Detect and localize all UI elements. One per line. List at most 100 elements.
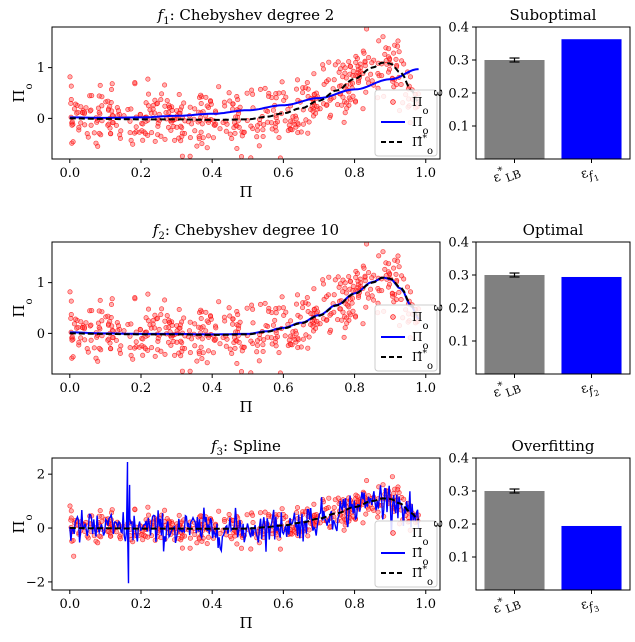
scatter-point [198,315,204,321]
plot-area [67,461,421,584]
scatter-point [152,97,158,103]
scatter-point [379,73,385,79]
scatter-point [198,129,204,135]
scatter-point [369,293,375,299]
scatter-point [340,74,346,80]
scatter-point [227,131,233,137]
scatter-point [234,146,240,152]
scatter-point [78,319,84,325]
scatter-point [368,71,374,77]
scatter-point [199,141,205,147]
scatter-point [383,58,389,64]
scatter-point [260,342,266,348]
scatter-point [84,131,90,137]
scatter-point [347,71,353,77]
scatter-point [335,495,341,501]
scatter-point [127,345,133,351]
scatter-point [353,53,359,59]
scatter-point [145,504,151,510]
scatter-point [149,130,155,136]
scatter-point [108,533,114,539]
scatter-point [127,130,133,136]
scatter-point [213,323,219,329]
scatter-point [71,106,77,112]
scatter-point [204,360,210,366]
scatter-point [155,338,161,344]
scatter-point [232,130,238,136]
scatter-point [283,309,289,315]
scatter-point [288,118,294,124]
scatter-point [304,80,310,86]
scatter-point [277,546,283,552]
scatter-point [274,334,280,340]
scatter-point [95,540,101,546]
scatter-point [208,101,214,107]
scatter-point [105,313,111,319]
scatter-point [178,123,184,129]
scatter-point [83,320,89,326]
scatter-point [321,81,327,87]
scatter-point [391,265,397,271]
scatter-point [304,295,310,301]
scatter-point [204,103,210,109]
scatter-point [341,334,347,340]
scatter-point [328,327,334,333]
legend-label: Π̂*o [412,134,433,157]
scatter-point [362,278,368,284]
panel-title: Overfitting [512,437,595,455]
scatter-point [293,509,299,515]
scatter-point [361,265,367,271]
scatter-point [270,322,276,328]
scatter-point [187,535,193,541]
scatter-point [73,101,79,107]
y-tick-label: 1 [37,61,45,76]
scatter-point [292,121,298,127]
scatter-point [99,103,105,109]
scatter-point [187,350,193,356]
scatter-point [391,50,397,56]
scatter-point [96,93,102,99]
scatter-point [69,337,75,343]
scatter-point [269,126,275,132]
x-tick-label: 1.0 [415,166,436,181]
scatter-point [78,335,84,341]
x-tick-label: 0.8 [344,597,365,612]
scatter-point [174,339,180,345]
scatter-point [276,305,282,311]
scatter-point [250,519,256,525]
scatter-point [327,312,333,318]
x-tick-label: εf3 [579,594,601,618]
scatter-point [273,343,279,349]
legend-label: Πo [412,95,429,117]
scatter-point [310,108,316,114]
scatter-point [335,102,341,108]
legend: ΠoΠ̂oΠ̂*o [374,520,438,588]
x-tick-label: 1.0 [415,381,436,396]
scatter-point [198,92,204,98]
x-tick-label: 0.4 [202,597,223,612]
scatter-point [328,112,334,118]
scatter-point [78,104,84,110]
scatter-point [145,534,151,540]
scatter-point [347,64,353,70]
scatter-point [98,132,104,138]
scatter-point [130,356,136,362]
legend-label: Πo [412,115,429,137]
scatter-point [113,337,119,343]
scatter-point [364,242,370,247]
scatter-point [196,536,202,542]
scatter-point [132,506,138,512]
scatter-point [311,512,317,518]
scatter-point [391,490,397,496]
scatter-point [194,358,200,364]
x-tick-label: 0.2 [131,381,152,396]
x-tick-label: ε*LB [490,591,523,620]
scatter-point [181,315,187,321]
scatter-point [250,126,256,132]
scatter-point [199,336,205,342]
scatter-point [385,284,391,290]
scatter-point [272,317,278,323]
scatter-point [162,351,168,357]
x-tick-label: 0.8 [344,166,365,181]
